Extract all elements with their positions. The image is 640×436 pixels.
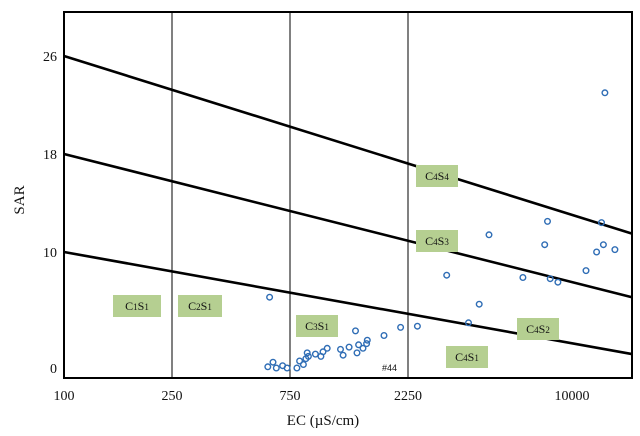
data-point [266, 293, 274, 301]
data-point [323, 344, 331, 352]
data-point [296, 357, 304, 365]
data-point [582, 267, 590, 275]
data-point [519, 274, 527, 282]
zone-label-box [416, 230, 458, 252]
annotation-label: #44 [382, 363, 397, 373]
y-tick-label: 10 [43, 246, 57, 261]
zone-label-box [178, 295, 222, 317]
data-point [337, 345, 345, 353]
data-point [355, 341, 363, 349]
data-point [541, 241, 549, 249]
sar-boundary-line [63, 54, 633, 235]
data-point [264, 363, 272, 371]
data-point [353, 349, 361, 357]
zone-label-c2s1: C2S1 [178, 295, 222, 317]
x-tick-label: 2250 [394, 389, 422, 404]
zone-label-box [113, 295, 161, 317]
zone-label-c1s1: C1S1 [113, 295, 161, 317]
y-axis-title: SAR [12, 185, 28, 214]
zone-label-box [416, 165, 458, 187]
y-tick-labels: 0 10 18 26 [43, 50, 57, 377]
data-point [283, 364, 291, 372]
zone-label-c4s1: C4S1 [446, 346, 488, 368]
data-point [601, 89, 609, 97]
zone-label-c3s1: C3S1 [296, 315, 338, 337]
x-tick-label: 250 [162, 389, 183, 404]
data-point [269, 358, 277, 366]
data-point [303, 349, 311, 357]
ec-class-boundaries [171, 12, 409, 378]
data-points [264, 89, 619, 372]
data-point [485, 231, 493, 239]
x-tick-label: 100 [54, 389, 75, 404]
y-tick-label: 18 [43, 148, 57, 163]
zone-label-text: C4S3 [425, 234, 449, 248]
x-axis-title: EC (µS/cm) [287, 413, 359, 429]
data-point [380, 332, 388, 340]
zone-label-text: C3S1 [305, 319, 329, 333]
zone-label-text: C2S1 [188, 299, 212, 313]
data-point [544, 217, 552, 225]
data-point [363, 340, 371, 348]
x-tick-label: 750 [280, 389, 301, 404]
data-point [293, 364, 301, 372]
data-point [363, 336, 371, 344]
data-point [554, 278, 562, 286]
data-point [359, 344, 367, 352]
data-point [319, 348, 327, 356]
data-point [272, 364, 280, 372]
y-tick-label: 26 [43, 50, 57, 65]
data-point [339, 351, 347, 359]
y-tick-label: 0 [50, 362, 57, 377]
data-point [397, 323, 405, 331]
data-point [413, 322, 421, 330]
data-point [443, 271, 451, 279]
sar-boundary-line [63, 152, 633, 299]
zone-labels: C1S1 C2S1 C3S1 C4S1 C4S2 C4S3 C4S4 [113, 165, 559, 368]
data-point [345, 343, 353, 351]
x-tick-labels: 100 250 750 2250 10000 [54, 389, 590, 404]
data-point [352, 327, 360, 335]
zone-label-box [446, 346, 488, 368]
zone-label-text: C1S1 [125, 299, 149, 313]
data-point [593, 248, 601, 256]
data-point [299, 361, 307, 369]
zone-label-text: C4S4 [425, 169, 449, 183]
data-point [599, 241, 607, 249]
data-point [465, 319, 473, 327]
data-point [475, 300, 483, 308]
data-point [611, 246, 619, 254]
zone-label-c4s3: C4S3 [416, 230, 458, 252]
zone-label-box [296, 315, 338, 337]
zone-label-text: C4S1 [455, 350, 479, 364]
data-point [304, 352, 312, 360]
zone-label-c4s4: C4S4 [416, 165, 458, 187]
zone-label-text: C4S2 [526, 322, 550, 336]
zone-label-box [517, 318, 559, 340]
data-point [546, 275, 554, 283]
x-tick-label: 10000 [555, 389, 590, 404]
data-point [598, 219, 606, 227]
zone-label-c4s2: C4S2 [517, 318, 559, 340]
data-point [311, 350, 319, 358]
